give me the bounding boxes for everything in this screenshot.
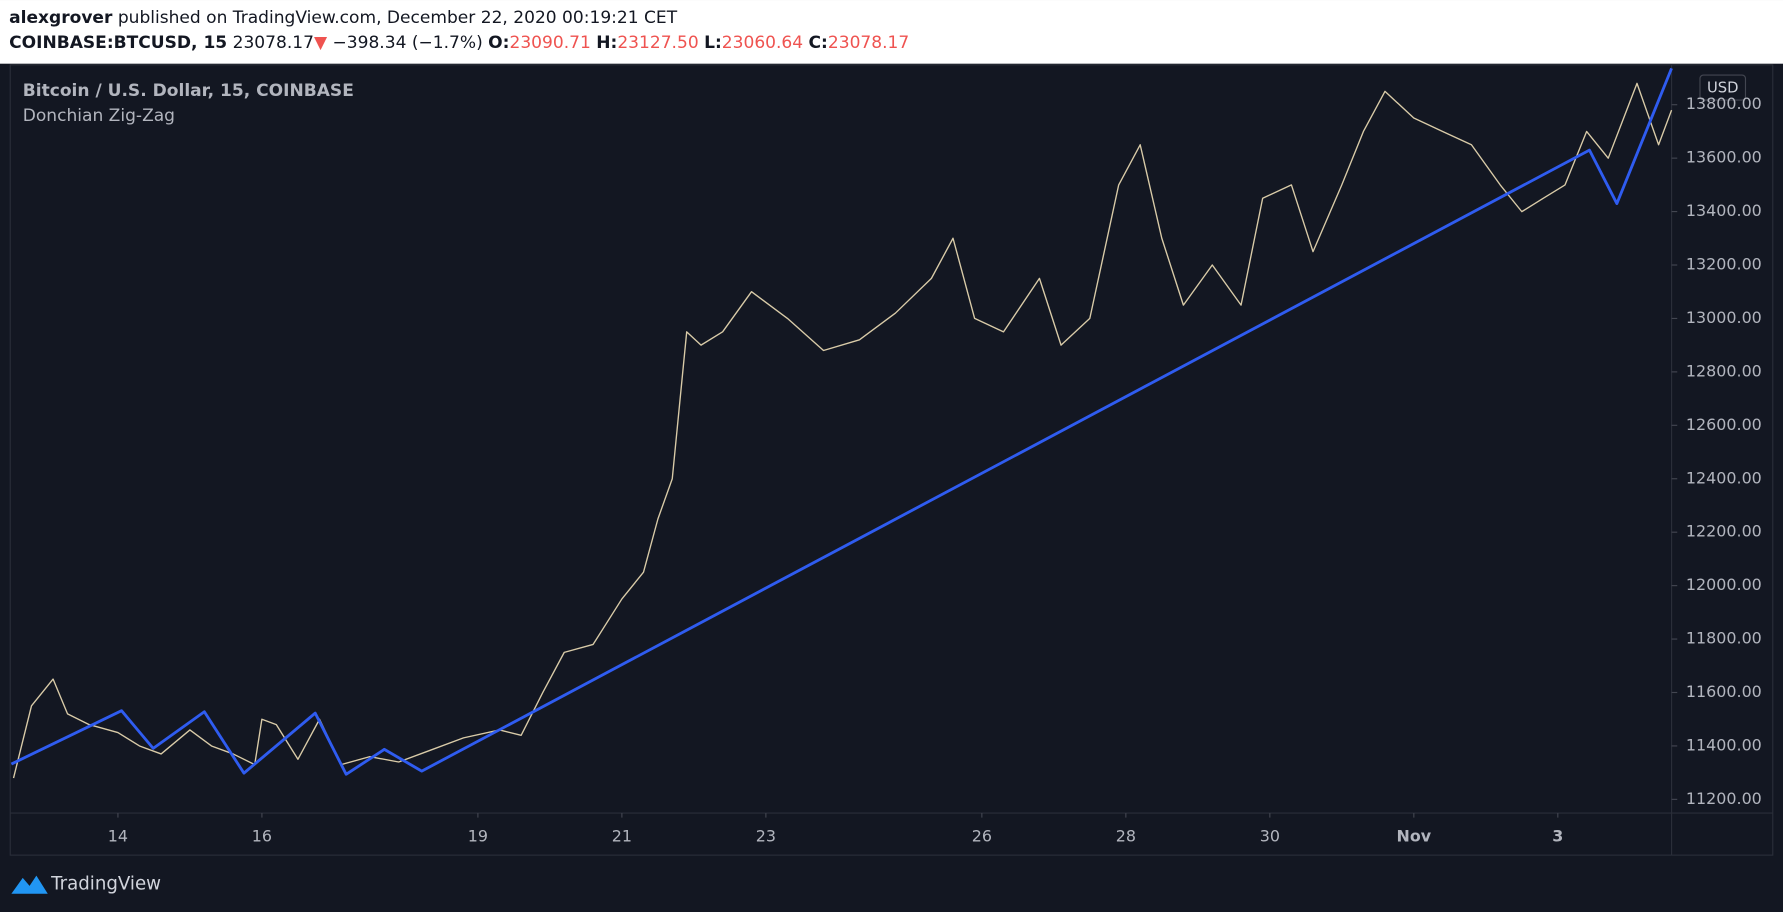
- currency-badge[interactable]: [1699, 74, 1747, 101]
- x-tick-label: Nov: [1397, 826, 1432, 845]
- x-tick-label: 19: [468, 826, 488, 845]
- header-line: alexgrover published on TradingView.com,…: [9, 8, 678, 28]
- brand: TradingView: [50, 874, 161, 895]
- x-tick-label: 30: [1260, 826, 1280, 845]
- y-tick-label: 12000.00: [1686, 575, 1762, 594]
- plot: [10, 67, 1673, 779]
- logo: [11, 875, 48, 894]
- y-tick-label: 11400.00: [1686, 735, 1762, 754]
- change: −398.34 (−1.7%): [332, 33, 482, 53]
- logo-icon: [11, 875, 48, 894]
- h: 23127.50: [617, 33, 698, 53]
- l-label: L:: [704, 33, 722, 53]
- y-tick-label: 12600.00: [1686, 415, 1762, 434]
- last: 23078.17: [233, 33, 314, 53]
- x-tick-label: 14: [108, 826, 128, 845]
- x-tick-label: 16: [252, 826, 272, 845]
- x-tick-label: 26: [972, 826, 992, 845]
- quote-line: COINBASE:BTCUSD, 15 23078.17▼ −398.34 (−…: [9, 33, 909, 53]
- currency: USD: [1707, 80, 1739, 97]
- price-line: [12, 82, 1673, 779]
- header-bg: [0, 0, 1783, 64]
- c-label: C:: [809, 33, 828, 53]
- x-tick-label: 21: [612, 826, 632, 845]
- y-tick-label: 11200.00: [1686, 789, 1762, 808]
- y-tick-label: 13200.00: [1686, 255, 1762, 274]
- h-label: H:: [596, 33, 617, 53]
- y-tick-label: 13600.00: [1686, 148, 1762, 167]
- x-tick-label: 3: [1552, 826, 1563, 845]
- y-tick-label: 11600.00: [1686, 682, 1762, 701]
- y-tick-label: 12200.00: [1686, 522, 1762, 541]
- legend-indicator: Donchian Zig-Zag: [23, 106, 175, 126]
- published: published on TradingView.com, December 2…: [118, 8, 678, 28]
- o-label: O:: [488, 33, 509, 53]
- chart-frame: [9, 64, 1774, 856]
- legend-symbol: Bitcoin / U.S. Dollar, 15, COINBASE: [23, 81, 354, 101]
- y-tick-label: 11800.00: [1686, 629, 1762, 648]
- c: 23078.17: [828, 33, 909, 53]
- y-tick-label: 12400.00: [1686, 468, 1762, 487]
- symbol: COINBASE:BTCUSD, 15: [9, 33, 227, 53]
- x-tick-label: 28: [1116, 826, 1136, 845]
- y-tick-label: 13800.00: [1686, 94, 1762, 113]
- author: alexgrover: [9, 8, 113, 28]
- x-tick-label: 23: [756, 826, 776, 845]
- l: 23060.64: [722, 33, 803, 53]
- zigzag-line: [10, 67, 1673, 776]
- y-tick-label: 13400.00: [1686, 201, 1762, 220]
- y-tick-label: 12800.00: [1686, 361, 1762, 380]
- o: 23090.71: [509, 33, 590, 53]
- arrow: ▼: [314, 33, 328, 53]
- y-tick-label: 13000.00: [1686, 308, 1762, 327]
